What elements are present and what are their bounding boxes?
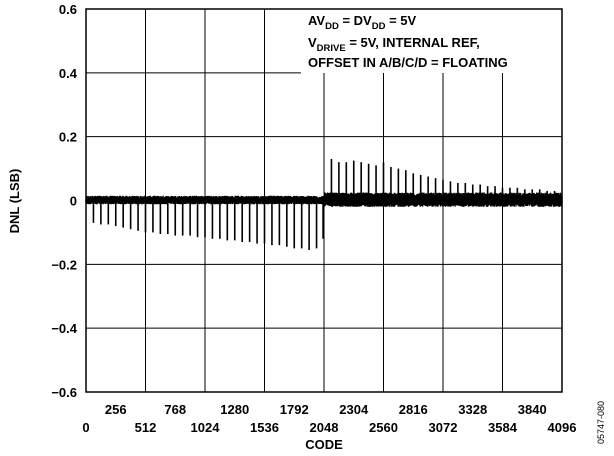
x-tick-label: 2560 (369, 420, 398, 435)
dnl-noise-band (85, 192, 563, 207)
x-tick-label: 2304 (339, 402, 369, 417)
y-tick-label: 0 (70, 194, 77, 209)
x-axis-label: CODE (305, 437, 343, 452)
y-tick-label: −0.4 (51, 321, 77, 336)
x-tick-label: 256 (105, 402, 127, 417)
x-tick-label: 768 (164, 402, 186, 417)
x-tick-label: 1024 (191, 420, 221, 435)
x-tick-label: 3072 (429, 420, 458, 435)
y-tick-label: 0.6 (59, 2, 77, 17)
annotation-line-3: OFFSET IN A/B/C/D = FLOATING (308, 55, 508, 70)
x-tick-label: 2048 (310, 420, 339, 435)
annotation-text: AVDD = DVDD = 5V VDRIVE = 5V, INTERNAL R… (308, 13, 508, 70)
y-tick-label: 0.4 (59, 66, 78, 81)
x-tick-labels: 256 768 1280 1792 2304 2816 3328 3840 0 512 1024 15… (82, 402, 576, 435)
x-tick-label: 512 (135, 420, 157, 435)
x-tick-label: 3840 (518, 402, 547, 417)
figure-id: 05747-080 (596, 401, 606, 444)
y-tick-label: −0.6 (51, 385, 77, 400)
x-tick-label: 3328 (458, 402, 487, 417)
y-tick-label: 0.2 (59, 130, 77, 145)
x-tick-label: 3584 (488, 420, 518, 435)
annotation-line-1: AVDD = DVDD = 5V (308, 13, 416, 32)
dnl-trace (85, 159, 563, 250)
y-tick-labels: 0.6 0.4 0.2 0 −0.2 −0.4 −0.6 (51, 2, 77, 400)
annotation-background (301, 9, 562, 73)
x-tick-label: 1792 (280, 402, 309, 417)
y-tick-label: −0.2 (51, 257, 77, 272)
y-axis-label: DNL (LSB) (7, 169, 22, 234)
x-tick-label: 0 (82, 420, 89, 435)
x-tick-label: 1280 (220, 402, 249, 417)
x-tick-label: 1536 (250, 420, 279, 435)
x-tick-label: 2816 (399, 402, 428, 417)
plot-frame (85, 8, 563, 393)
x-tick-label: 4096 (548, 420, 577, 435)
annotation-line-2: VDRIVE = 5V, INTERNAL REF, (308, 35, 480, 54)
